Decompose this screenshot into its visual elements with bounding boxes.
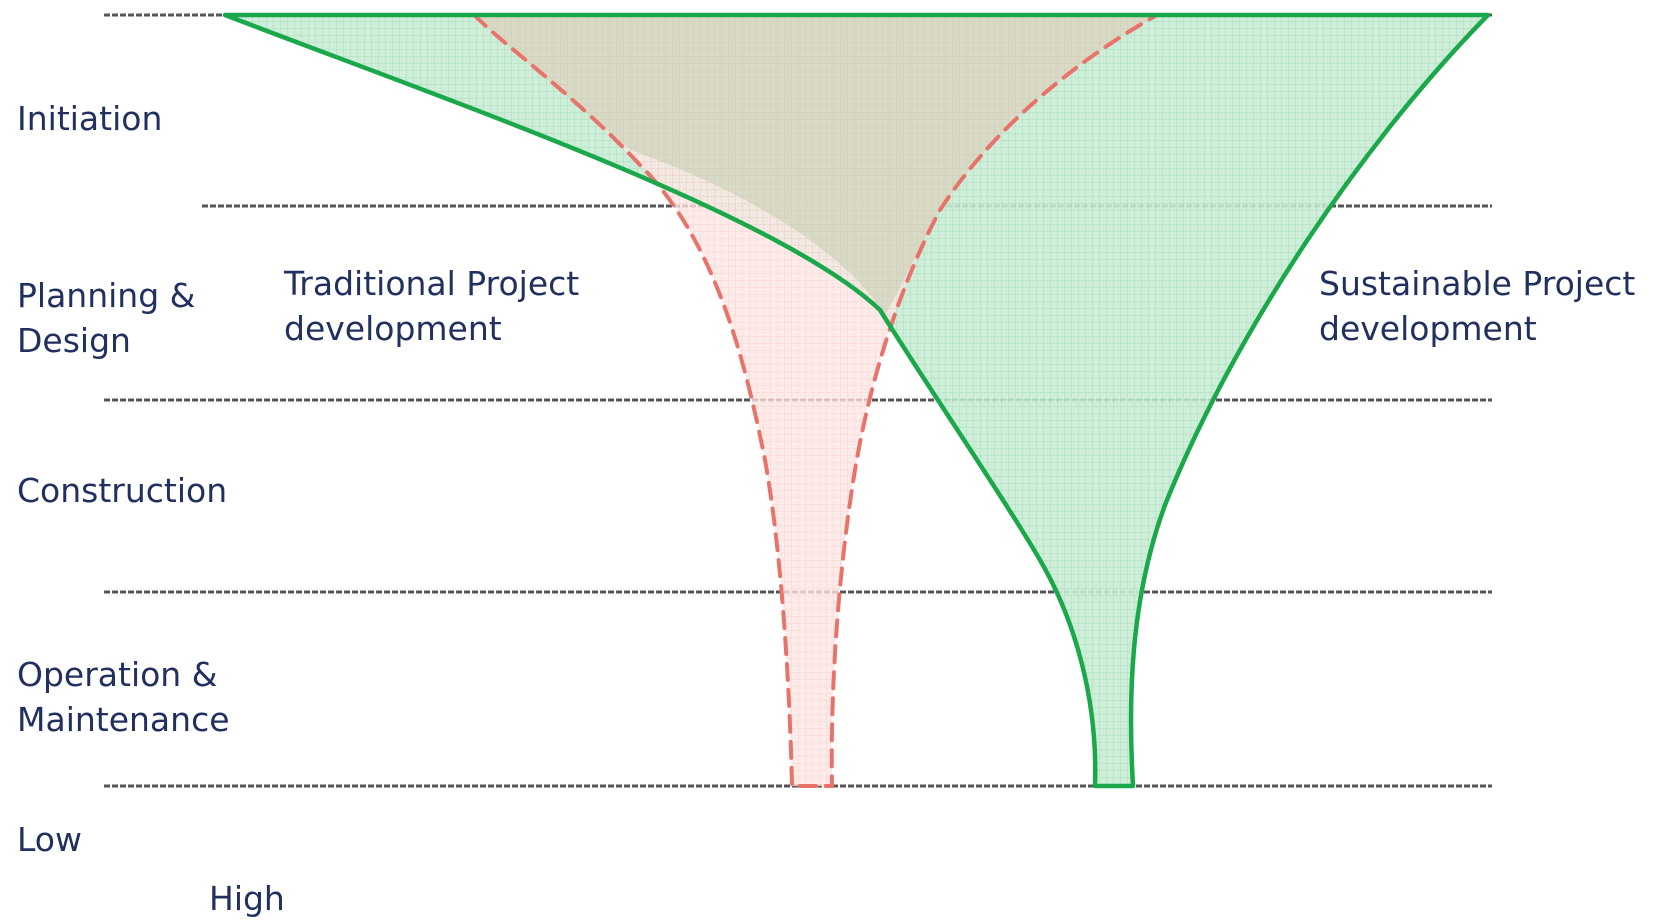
stage-label-construction: Construction <box>17 471 228 510</box>
scale-high-label: High <box>209 879 285 918</box>
traditional-funnel-outline <box>472 13 1159 788</box>
scale-low-label: Low <box>17 820 82 859</box>
traditional-funnel-fill <box>474 15 1157 786</box>
sustainable-funnel-outline <box>222 12 1491 789</box>
series-label-sustainable: Sustainable Project development <box>1319 264 1636 348</box>
sustainable-funnel-fill <box>225 15 1488 786</box>
stage-label-planning-design: Planning & Design <box>17 276 196 360</box>
overlap-region <box>474 15 1157 315</box>
series-label-traditional: Traditional Project development <box>284 264 580 348</box>
stage-label-initiation: Initiation <box>17 99 163 138</box>
stage-label-operation-maintenance: Operation & Maintenance <box>17 655 230 739</box>
